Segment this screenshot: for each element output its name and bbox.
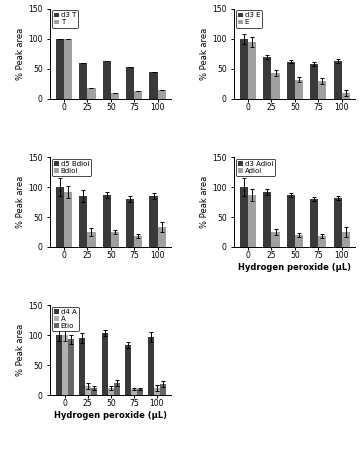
Bar [131,389,137,395]
Bar [295,235,303,247]
Legend: d3 T, T: d3 T, T [52,10,78,27]
Bar [56,187,64,247]
Y-axis label: % Peak area: % Peak area [17,176,25,228]
Bar [134,91,143,99]
Bar [85,386,91,395]
Bar [310,199,318,247]
Legend: d3 Adiol, Adiol: d3 Adiol, Adiol [236,158,275,176]
Bar [103,195,111,247]
Bar [68,339,74,395]
X-axis label: Hydrogen peroxide (μL): Hydrogen peroxide (μL) [54,411,167,420]
Bar [64,39,72,99]
Y-axis label: % Peak area: % Peak area [200,176,209,228]
Bar [295,79,303,99]
Bar [148,337,154,395]
Bar [318,236,326,247]
Bar [240,187,248,247]
Bar [87,88,95,99]
Bar [134,236,143,247]
Bar [158,227,166,247]
Bar [263,192,271,247]
Bar [102,334,108,395]
Bar [342,232,350,247]
Y-axis label: % Peak area: % Peak area [200,28,209,80]
Bar [126,67,134,99]
Bar [111,232,119,247]
Bar [263,57,271,99]
Bar [149,72,158,99]
Bar [310,64,318,99]
Bar [56,335,62,395]
Bar [125,345,131,395]
Bar [287,62,295,99]
Bar [137,389,143,395]
Bar [334,198,342,247]
Bar [111,93,119,99]
Bar [271,232,280,247]
Bar [154,388,160,395]
Bar [160,384,166,395]
Bar [114,383,120,395]
Bar [287,195,295,247]
Y-axis label: % Peak area: % Peak area [17,324,25,376]
Legend: d3 E, E: d3 E, E [236,10,262,27]
Legend: d4 A, A, Etio: d4 A, A, Etio [52,307,79,331]
Bar [108,388,114,395]
Bar [334,61,342,99]
Bar [64,192,72,247]
Bar [158,90,166,99]
Legend: d5 Bdiol, Bdiol: d5 Bdiol, Bdiol [52,158,91,176]
Bar [87,232,95,247]
Bar [318,81,326,99]
Bar [91,388,97,395]
Bar [79,63,87,99]
Bar [56,39,64,99]
Bar [248,195,256,247]
Bar [79,196,87,247]
Bar [126,199,134,247]
Bar [240,39,248,99]
Bar [79,338,85,395]
Bar [103,61,111,99]
Bar [271,73,280,99]
Bar [342,93,350,99]
X-axis label: Hydrogen peroxide (μL): Hydrogen peroxide (μL) [238,263,351,272]
Bar [248,42,256,99]
Y-axis label: % Peak area: % Peak area [17,28,25,80]
Bar [62,335,68,395]
Bar [149,196,158,247]
